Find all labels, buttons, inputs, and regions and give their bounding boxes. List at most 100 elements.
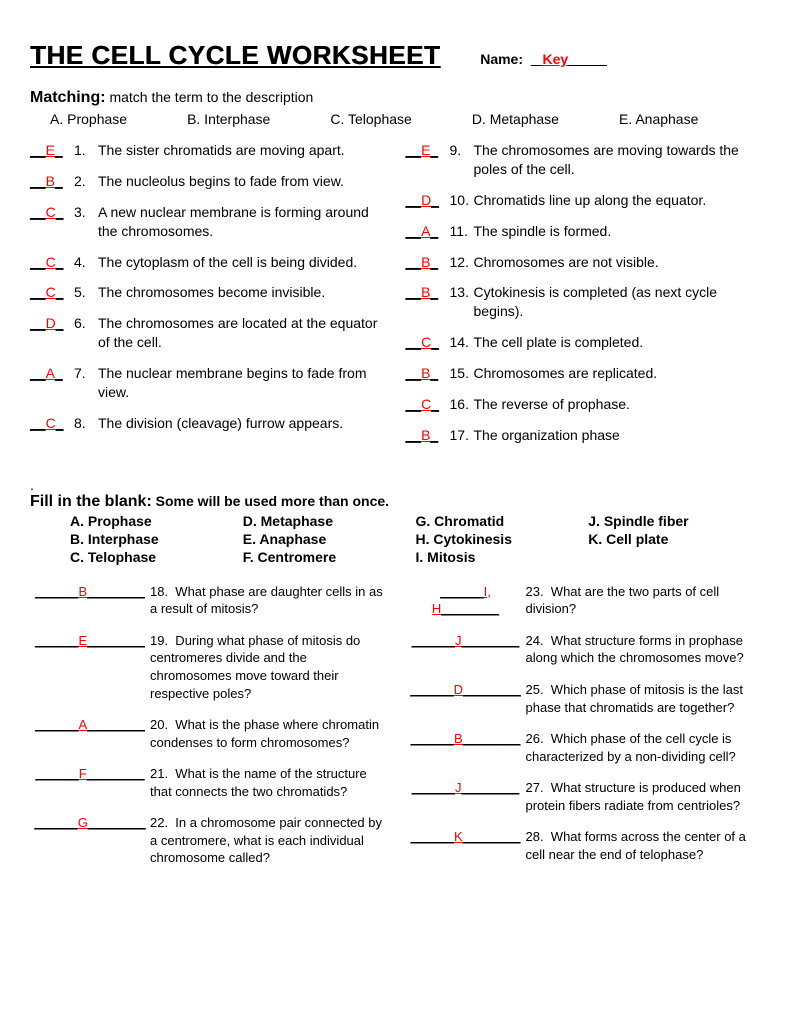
fill-option: K. Cell plate (588, 531, 761, 547)
matching-text: The reverse of prophase. (474, 395, 762, 414)
fill-item: ______I, H________23. What are the two p… (406, 583, 762, 618)
fill-answer: ______K________ (406, 828, 526, 863)
matching-number: 7. (74, 364, 98, 402)
worksheet-title: THE CELL CYCLE WORKSHEET (30, 40, 440, 71)
matching-answer: __C_ (406, 395, 450, 414)
matching-item: __B_15.Chromosomes are replicated. (406, 364, 762, 383)
matching-option: C. Telophase (330, 111, 411, 127)
fill-item: ______D________25. Which phase of mitosi… (406, 681, 762, 716)
matching-text: Chromatids line up along the equator. (474, 191, 762, 210)
fill-answer: ______I, H________ (406, 583, 526, 618)
matching-item: __C_4.The cytoplasm of the cell is being… (30, 253, 386, 272)
matching-text: A new nuclear membrane is forming around… (98, 203, 386, 241)
name-label-text: Name: (480, 51, 523, 67)
matching-columns: __E_1.The sister chromatids are moving a… (30, 141, 761, 457)
matching-left-col: __E_1.The sister chromatids are moving a… (30, 141, 386, 457)
matching-number: 8. (74, 414, 98, 433)
fill-heading-text: Fill in the blank: (30, 493, 152, 510)
fill-item: ______J________27. What structure is pro… (406, 779, 762, 814)
matching-text: The chromosomes become invisible. (98, 283, 386, 302)
fill-answer: ______F________ (30, 765, 150, 800)
matching-item: __E_1.The sister chromatids are moving a… (30, 141, 386, 160)
matching-answer: __B_ (406, 283, 450, 321)
matching-text: Cytokinesis is completed (as next cycle … (474, 283, 762, 321)
matching-text: The organization phase (474, 426, 762, 445)
fill-question: 24. What structure forms in prophase alo… (526, 632, 762, 667)
matching-item: __A_7.The nuclear membrane begins to fad… (30, 364, 386, 402)
fill-section: . Fill in the blank: Some will be used m… (30, 477, 761, 881)
fill-option: C. Telophase (70, 549, 243, 565)
fill-answer: ______B________ (30, 583, 150, 618)
matching-text: The cell plate is completed. (474, 333, 762, 352)
fill-answer: ______J________ (406, 779, 526, 814)
matching-option: B. Interphase (187, 111, 270, 127)
fill-item: ______K________28. What forms across the… (406, 828, 762, 863)
matching-answer: __A_ (406, 222, 450, 241)
fill-question: 22. In a chromosome pair connected by a … (150, 814, 386, 867)
matching-answer: __C_ (30, 283, 74, 302)
matching-text: The chromosomes are located at the equat… (98, 314, 386, 352)
matching-text: The spindle is formed. (474, 222, 762, 241)
fill-option: J. Spindle fiber (588, 513, 761, 529)
fill-question: 23. What are the two parts of cell divis… (526, 583, 762, 618)
matching-text: The chromosomes are moving towards the p… (474, 141, 762, 179)
fill-question: 21. What is the name of the structure th… (150, 765, 386, 800)
matching-heading: Matching: match the term to the descript… (30, 89, 761, 107)
matching-text: Chromosomes are not visible. (474, 253, 762, 272)
matching-item: __B_13.Cytokinesis is completed (as next… (406, 283, 762, 321)
matching-item: __B_17.The organization phase (406, 426, 762, 445)
fill-item: ______A________20. What is the phase whe… (30, 716, 386, 751)
matching-item: __D_10.Chromatids line up along the equa… (406, 191, 762, 210)
matching-right-col: __E_9.The chromosomes are moving towards… (406, 141, 762, 457)
matching-number: 9. (450, 141, 474, 179)
fill-option: A. Prophase (70, 513, 243, 529)
fill-item: ______J________24. What structure forms … (406, 632, 762, 667)
matching-options: A. Prophase B. Interphase C. Telophase D… (50, 111, 761, 127)
matching-text: Chromosomes are replicated. (474, 364, 762, 383)
matching-text: The cytoplasm of the cell is being divid… (98, 253, 386, 272)
matching-answer: __B_ (406, 364, 450, 383)
matching-item: __C_16.The reverse of prophase. (406, 395, 762, 414)
matching-number: 10. (450, 191, 474, 210)
fill-answer: ______D________ (406, 681, 526, 716)
matching-answer: __E_ (406, 141, 450, 179)
fill-answer: ______E________ (30, 632, 150, 702)
matching-text: The nucleolus begins to fade from view. (98, 172, 386, 191)
matching-answer: __B_ (406, 426, 450, 445)
fill-question: 20. What is the phase where chromatin co… (150, 716, 386, 751)
fill-question: 18. What phase are daughter cells in as … (150, 583, 386, 618)
fill-columns: ______B________18. What phase are daught… (30, 583, 761, 881)
matching-item: __C_3.A new nuclear membrane is forming … (30, 203, 386, 241)
fill-answer: ______A________ (30, 716, 150, 751)
matching-item: __C_14.The cell plate is completed. (406, 333, 762, 352)
matching-number: 16. (450, 395, 474, 414)
header-row: THE CELL CYCLE WORKSHEET Name: Key (30, 40, 761, 71)
fill-option: H. Cytokinesis (416, 531, 589, 547)
matching-number: 6. (74, 314, 98, 352)
matching-item: __A_11.The spindle is formed. (406, 222, 762, 241)
fill-item: ______F________21. What is the name of t… (30, 765, 386, 800)
matching-heading-text: Matching: (30, 89, 106, 106)
fill-answer: ______J________ (406, 632, 526, 667)
matching-item: __C_5.The chromosomes become invisible. (30, 283, 386, 302)
matching-section: Matching: match the term to the descript… (30, 89, 761, 457)
fill-item: ______B________18. What phase are daught… (30, 583, 386, 618)
fill-option-col: G. Chromatid H. Cytokinesis I. Mitosis (416, 513, 589, 567)
fill-item: ______B________26. Which phase of the ce… (406, 730, 762, 765)
matching-answer: __C_ (30, 253, 74, 272)
matching-number: 15. (450, 364, 474, 383)
matching-number: 14. (450, 333, 474, 352)
fill-item: ______G________22. In a chromosome pair … (30, 814, 386, 867)
name-label: Name: Key (480, 51, 607, 67)
fill-question: 27. What structure is produced when prot… (526, 779, 762, 814)
matching-answer: __A_ (30, 364, 74, 402)
matching-answer: __B_ (406, 253, 450, 272)
fill-sub-text: Some will be used more than once. (156, 493, 389, 509)
fill-question: 25. Which phase of mitosis is the last p… (526, 681, 762, 716)
matching-answer: __B_ (30, 172, 74, 191)
matching-number: 12. (450, 253, 474, 272)
matching-text: The nuclear membrane begins to fade from… (98, 364, 386, 402)
matching-text: The division (cleavage) furrow appears. (98, 414, 386, 433)
fill-option-col: A. Prophase B. Interphase C. Telophase (70, 513, 243, 567)
matching-answer: __E_ (30, 141, 74, 160)
